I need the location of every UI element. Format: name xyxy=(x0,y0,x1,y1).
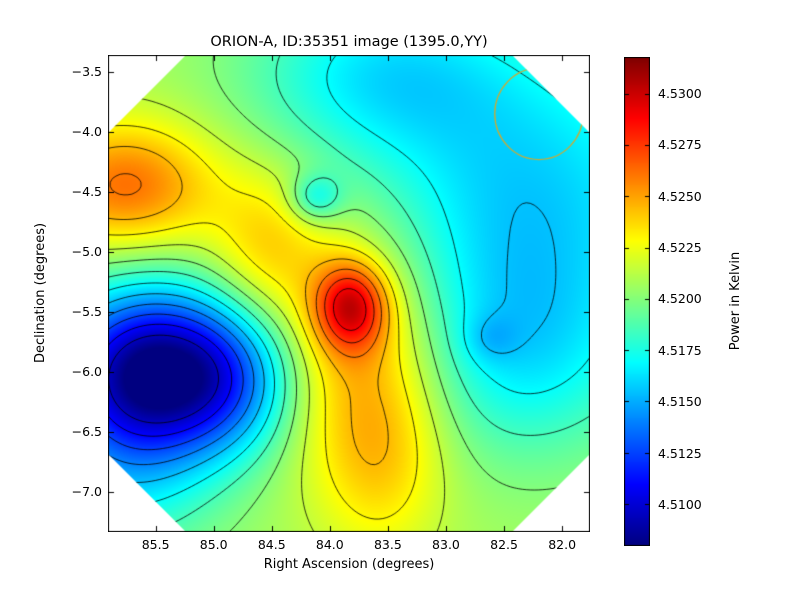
y-tick-label: −4.0 xyxy=(71,123,102,139)
colorbar-tick-label: 4.5225 xyxy=(658,240,702,256)
colorbar-tick-label: 4.5100 xyxy=(658,496,702,512)
chart-title: ORION-A, ID:35351 image (1395.0,YY) xyxy=(210,34,488,50)
x-tick-label: 84.5 xyxy=(257,537,286,552)
colorbar-tick-label: 4.5125 xyxy=(658,445,702,461)
y-tick-label: −5.5 xyxy=(71,304,102,320)
colorbar-tick-label: 4.5275 xyxy=(658,137,702,153)
colorbar-tick-label: 4.5200 xyxy=(658,291,702,307)
x-tick-label: 83.5 xyxy=(373,537,402,552)
y-tick-label: −6.5 xyxy=(71,424,102,440)
y-tick-label: −5.0 xyxy=(71,244,102,260)
colorbar-canvas xyxy=(624,57,650,546)
y-tick-label: −6.0 xyxy=(71,364,102,380)
x-tick-label: 82.5 xyxy=(490,537,518,552)
contour-plot-canvas xyxy=(108,55,590,532)
x-tick-label: 85.5 xyxy=(141,537,170,552)
x-tick-label: 84.0 xyxy=(315,537,344,552)
colorbar-label: Power in Kelvin xyxy=(728,251,743,351)
y-axis-label: Declination (degrees) xyxy=(33,222,48,364)
colorbar-tick-label: 4.5300 xyxy=(658,85,702,101)
x-tick-label: 85.0 xyxy=(199,537,228,552)
y-tick-label: −4.5 xyxy=(71,183,102,199)
y-tick-label: −7.0 xyxy=(71,484,102,500)
colorbar-tick-label: 4.5250 xyxy=(658,188,702,204)
x-tick-label: 83.0 xyxy=(432,537,460,552)
y-tick-label: −3.5 xyxy=(71,63,102,79)
colorbar-tick-label: 4.5175 xyxy=(658,342,702,358)
x-tick-label: 82.0 xyxy=(548,537,577,552)
x-axis-label: Right Ascension (degrees) xyxy=(263,557,435,572)
colorbar-tick-label: 4.5150 xyxy=(658,394,702,410)
